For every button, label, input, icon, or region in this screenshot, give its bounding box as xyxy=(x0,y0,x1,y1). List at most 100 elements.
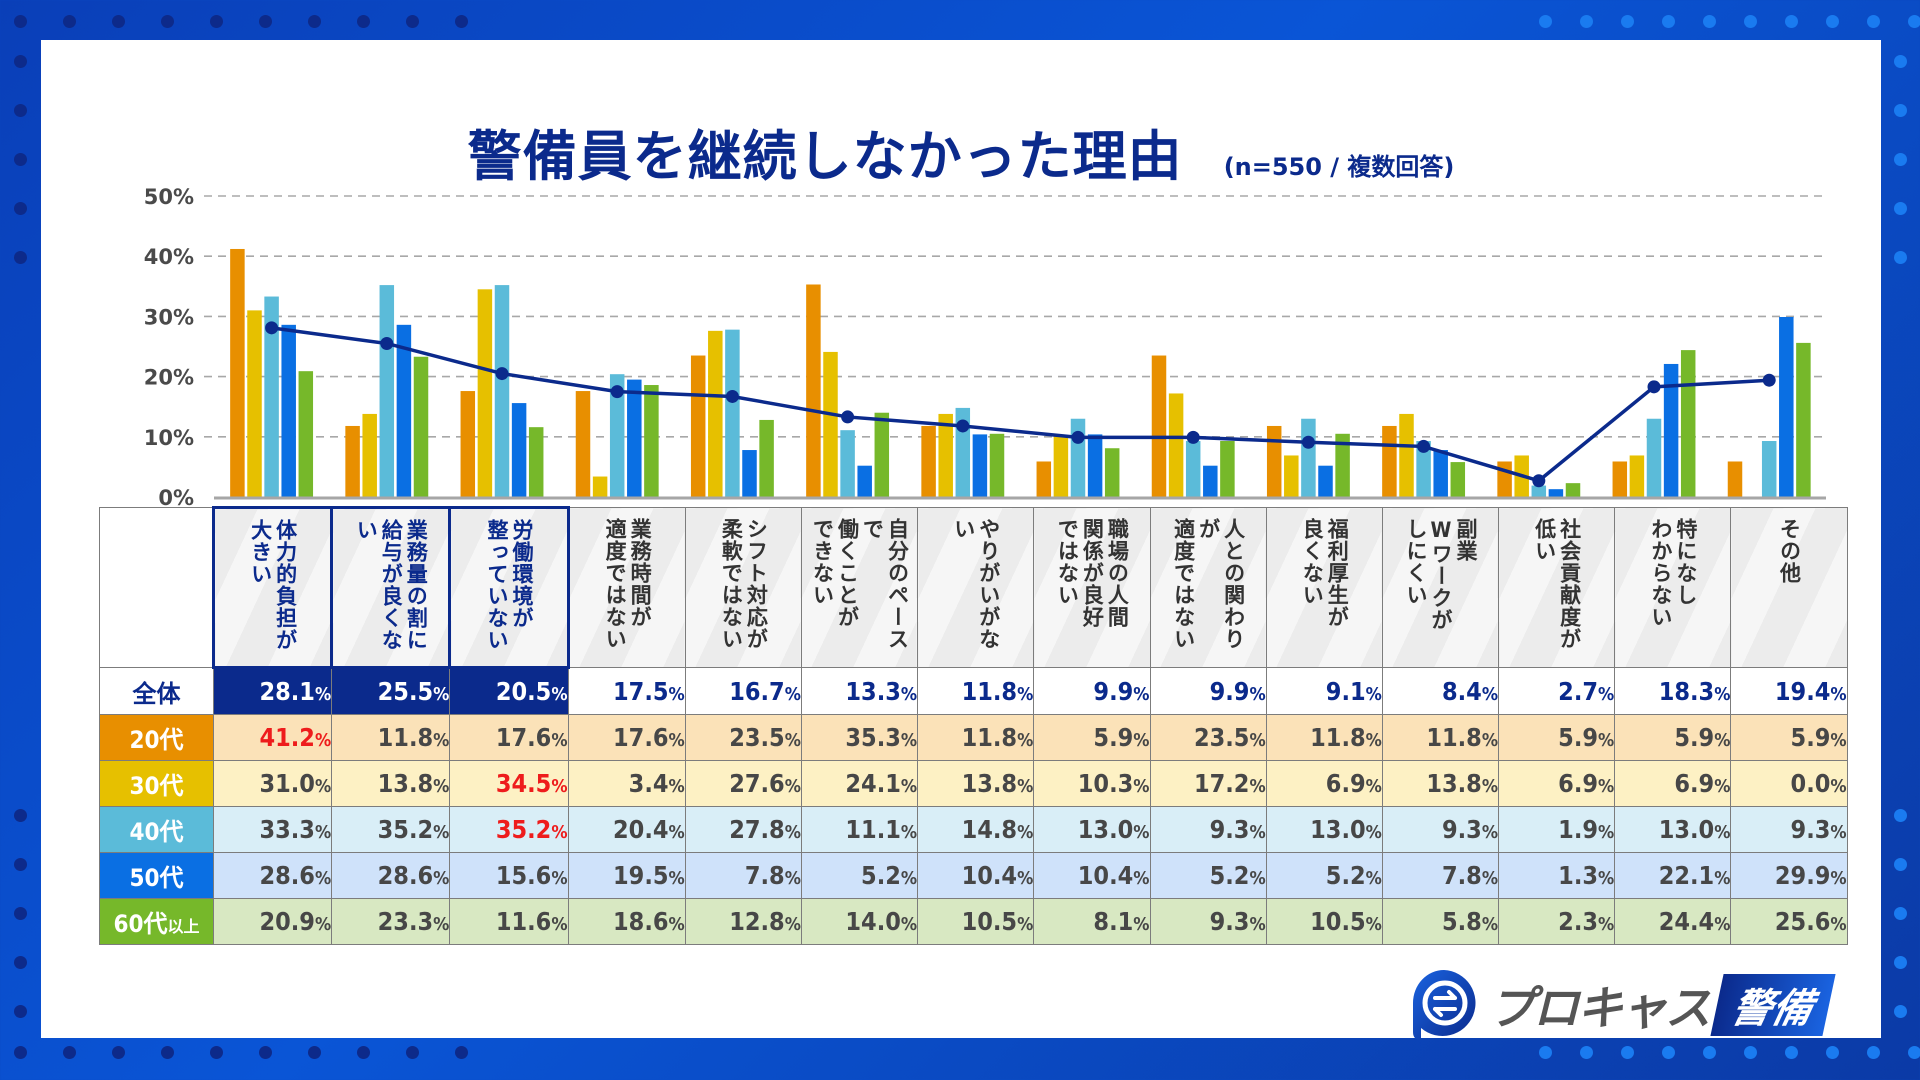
category-label-line: 良くない xyxy=(1300,518,1325,606)
cell-value: 3.4 xyxy=(628,769,669,798)
cell-value: 31.0 xyxy=(259,769,315,798)
table-cell: 10.3% xyxy=(1033,760,1151,807)
bar-20代 xyxy=(1036,461,1052,497)
cell-value: 24.1 xyxy=(845,769,901,798)
bar-30代 xyxy=(1284,455,1299,497)
table-cell: 13.0% xyxy=(1033,806,1151,853)
cell-value: 28.6 xyxy=(259,861,315,890)
bar-20代 xyxy=(1151,355,1167,497)
category-label: やりがいがない xyxy=(917,507,1035,668)
line-point-overall xyxy=(495,367,509,381)
percent-sign: % xyxy=(668,683,685,705)
percent-sign: % xyxy=(1830,776,1847,797)
border-dot xyxy=(259,15,272,28)
cell-value: 11.8 xyxy=(961,676,1018,706)
cell-value: 9.1 xyxy=(1325,676,1366,706)
border-dot xyxy=(1703,1046,1716,1059)
percent-sign: % xyxy=(1017,914,1034,935)
percent-sign: % xyxy=(1481,776,1499,797)
cell-value: 10.5 xyxy=(961,907,1018,936)
bar-50代 xyxy=(972,434,988,497)
table-cell: 2.3% xyxy=(1498,898,1616,945)
bar-20代 xyxy=(345,425,360,497)
bar-40代 xyxy=(609,374,625,497)
category-label-line: 職場の人間 xyxy=(1105,518,1130,628)
border-dot xyxy=(210,1046,223,1059)
table-cell: 20.4% xyxy=(567,806,686,853)
category-label-line: 大きい xyxy=(248,519,273,585)
table-cell: 17.6% xyxy=(567,714,686,761)
cell-value: 20.5 xyxy=(495,677,552,706)
table-cell: 5.2% xyxy=(1149,852,1267,899)
border-dot xyxy=(14,956,27,969)
table-cell: 9.3% xyxy=(1149,806,1267,853)
border-dot xyxy=(308,1046,321,1059)
category-label-line: できない xyxy=(810,518,835,606)
category-label-text: シフト対応が 柔軟ではない xyxy=(718,518,768,658)
category-label-line: 特になし xyxy=(1673,518,1698,606)
percent-sign: % xyxy=(1249,822,1266,843)
cell-value: 11.8 xyxy=(1310,723,1366,752)
table-cell: 17.2% xyxy=(1149,760,1267,807)
bar-60代以上 xyxy=(1104,448,1120,497)
bar-60代以上 xyxy=(1680,350,1696,497)
border-dot xyxy=(1826,1046,1839,1059)
bar-50代 xyxy=(1779,317,1794,497)
border-dot xyxy=(14,809,27,822)
table-cell: 14.0% xyxy=(800,898,919,945)
percent-sign: % xyxy=(314,776,332,797)
category-label: 職場の人間 関係が良好 ではない xyxy=(1033,507,1151,668)
row-label-text: 50代 xyxy=(129,864,184,892)
border-dot xyxy=(1894,956,1907,969)
bar-30代 xyxy=(1168,393,1184,497)
table-row: 全体 28.1% 25.5% 20.5% 17.5% 16.7% 13.3% 11.8% 9.9… xyxy=(99,667,1848,715)
bar-50代 xyxy=(396,324,412,497)
table-cell: 27.8% xyxy=(684,806,802,853)
border-dot xyxy=(357,15,370,28)
percent-sign: % xyxy=(314,822,332,843)
category-label-line: 副業 xyxy=(1453,518,1478,562)
percent-sign: % xyxy=(1249,868,1266,889)
cell-value: 35.2 xyxy=(377,815,434,844)
cell-value: 17.6 xyxy=(613,723,669,752)
table-cell: 11.8% xyxy=(1381,714,1500,761)
row-label-text: 全体 xyxy=(132,679,181,708)
percent-sign: % xyxy=(314,730,332,751)
cell-value: 0.0 xyxy=(1790,769,1831,798)
table-cell: 13.8% xyxy=(917,760,1035,807)
y-tick-label: 50% xyxy=(144,185,194,209)
border-dot xyxy=(14,251,27,264)
cell-value: 19.4 xyxy=(1774,676,1831,706)
percent-sign: % xyxy=(900,868,918,889)
border-dot xyxy=(210,15,223,28)
logo-wordmark: プロキャス xyxy=(1489,981,1711,1035)
cell-value: 10.4 xyxy=(1077,861,1134,890)
cell-value: 7.8 xyxy=(744,861,785,890)
percent-sign: % xyxy=(784,776,801,797)
row-label: 40代 xyxy=(99,806,214,853)
line-point-overall xyxy=(265,321,279,335)
bar-40代 xyxy=(725,329,740,497)
y-tick-label: 20% xyxy=(144,366,194,390)
border-dot xyxy=(1539,15,1552,28)
border-dot xyxy=(1908,1046,1920,1059)
bar-60代以上 xyxy=(528,427,544,497)
category-label: 体力的負担が 大きい xyxy=(211,506,334,669)
category-label: 自分のペースで 働くことが できない xyxy=(800,507,919,668)
cell-value: 5.9 xyxy=(1674,723,1715,752)
category-label-line: 整っていない xyxy=(484,519,509,651)
table-cell: 17.6% xyxy=(449,714,569,761)
table-cell: 16.7% xyxy=(684,667,802,715)
bar-20代 xyxy=(690,355,706,497)
cell-value: 24.4 xyxy=(1658,907,1715,936)
cell-value: 15.6 xyxy=(495,861,552,890)
percent-sign: % xyxy=(784,730,801,751)
line-point-overall xyxy=(841,410,855,424)
bar-60代以上 xyxy=(874,412,890,497)
table-cell: 25.6% xyxy=(1730,898,1848,945)
bar-50代 xyxy=(281,324,296,497)
border-dot xyxy=(1703,15,1716,28)
percent-sign: % xyxy=(1714,868,1731,889)
category-label: 人との関わりが 適度ではない xyxy=(1149,507,1267,668)
category-label: 労働環境が 整っていない xyxy=(448,506,570,669)
